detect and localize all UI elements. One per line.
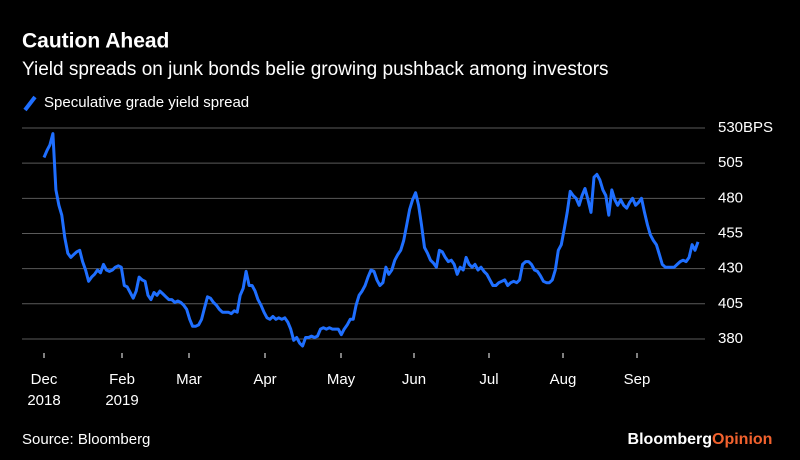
x-tick-label: Jul (479, 371, 498, 388)
x-tick-label: Aug (550, 371, 577, 388)
legend-swatch (23, 95, 37, 112)
y-tick-label: 380 (718, 330, 743, 347)
series-line (42, 132, 700, 348)
y-tick-label: 480 (718, 189, 743, 206)
x-tick-label: Apr (253, 371, 276, 388)
y-tick-label: 530BPS (718, 119, 773, 136)
brand-section: Opinion (712, 431, 772, 448)
x-tick-label: Feb (109, 371, 135, 388)
x-tick-label-year: 2018 (27, 392, 60, 409)
x-tick-label: May (327, 371, 356, 388)
brand-name: Bloomberg (628, 431, 712, 448)
y-tick-label: 505 (718, 154, 743, 171)
y-tick-label: 430 (718, 260, 743, 277)
legend-label: Speculative grade yield spread (44, 94, 249, 111)
x-tick-label: Sep (624, 371, 651, 388)
y-tick-label: 455 (718, 224, 743, 241)
y-tick-label: 405 (718, 295, 743, 312)
x-tick-label: Jun (402, 371, 426, 388)
chart-subtitle: Yield spreads on junk bonds belie growin… (22, 59, 609, 80)
x-tick-label-year: 2019 (105, 392, 138, 409)
x-tick-label: Dec (31, 371, 58, 388)
chart-title: Caution Ahead (22, 30, 169, 53)
x-tick-label: Mar (176, 371, 202, 388)
source: Source: Bloomberg (22, 431, 150, 448)
